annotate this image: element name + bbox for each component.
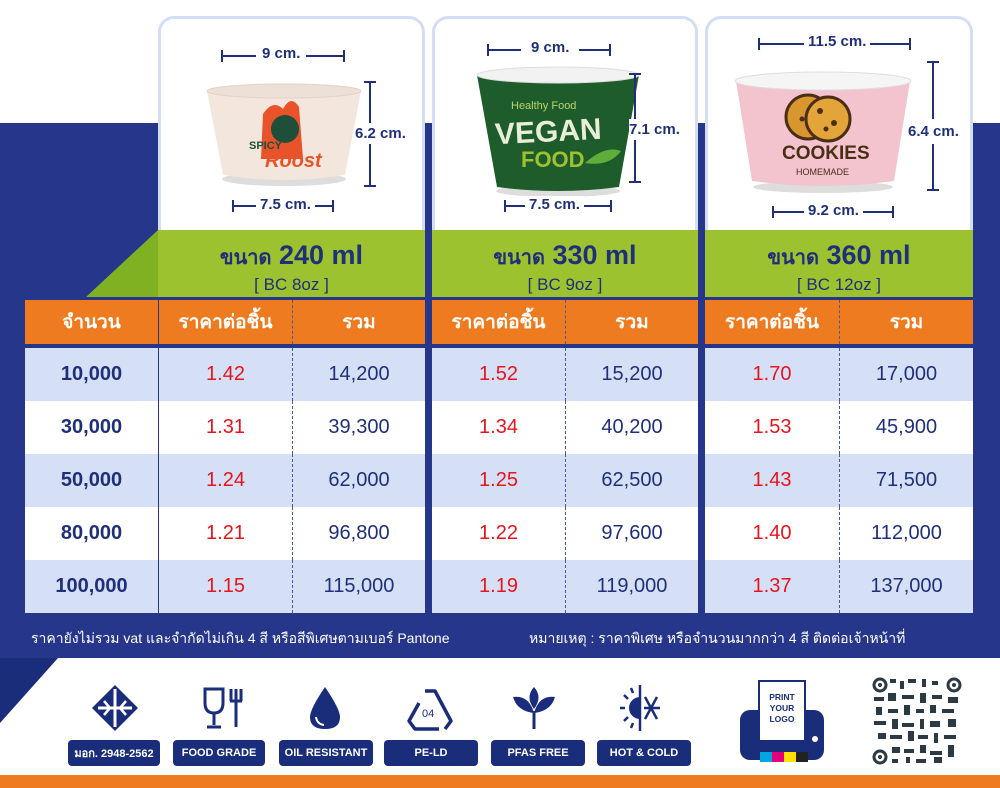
badge-food-grade: FOOD GRADE (173, 740, 265, 766)
table-row: 1.24 62,000 (159, 454, 425, 507)
price-table-360ml: 1.70 17,000 1.53 45,900 1.43 71,500 1.40 112… (705, 348, 973, 613)
table-row: 1.25 62,500 (432, 454, 698, 507)
svg-text:04: 04 (422, 708, 434, 720)
header-240ml: ราคาต่อชิ้น รวม (158, 300, 425, 344)
table-row: 1.37 137,000 (705, 560, 973, 613)
food-grade-icon (203, 687, 243, 729)
qty-header: จำนวน (25, 300, 158, 344)
product-card-360ml: 11.5 cm. COOKIES HOMEMADE 6.4 cm. 9.2 cm… (705, 16, 973, 231)
badge-oil-resistant: OIL RESISTANT (279, 740, 373, 766)
remark-note: หมายเหตุ : ราคาพิเศษ หรือจำนวนมากกว่า 4 … (529, 630, 906, 646)
size-band-240ml: ขนาด 240 ml [ BC 8oz ] (158, 230, 425, 297)
bottom-orange-bar (0, 775, 1000, 788)
table-row: 1.70 17,000 (705, 348, 973, 401)
badge-tis: มอก. 2948-2562 (68, 740, 160, 766)
product-card-330ml: 9 cm. Healthy Food VEGAN FOOD 7.1 cm. 7.… (432, 16, 698, 231)
tis-standard-icon (92, 685, 138, 731)
height-label: 7.1 cm. (629, 119, 680, 140)
size-band-330ml: ขนาด 330 ml [ BC 9oz ] (432, 230, 698, 297)
svg-text:HOMEMADE: HOMEMADE (796, 167, 849, 177)
top-width-label: 11.5 cm. (804, 33, 871, 50)
size-value: 330 ml (552, 240, 637, 270)
table-row: 30,000 (25, 401, 158, 454)
qr-code[interactable] (872, 677, 962, 765)
spicy-roost-cup-image: SPICY Roost (206, 83, 362, 186)
bottom-width-label: 7.5 cm. (256, 196, 315, 213)
size-prefix: ขนาด (493, 247, 545, 269)
recycle-04-icon: 04 (407, 689, 453, 731)
table-row: 1.31 39,300 (159, 401, 425, 454)
table-row: 1.19 119,000 (432, 560, 698, 613)
cookies-cup-image: COOKIES HOMEMADE (734, 71, 912, 193)
badge-pe-ld: PE-LD (384, 740, 478, 766)
svg-text:FOOD: FOOD (521, 147, 585, 172)
header-360ml: ราคาต่อชิ้น รวม (705, 300, 973, 344)
table-row: 1.21 96,800 (159, 507, 425, 560)
price-header: ราคาต่อชิ้น (158, 300, 292, 344)
size-code: [ BC 12oz ] (796, 275, 882, 294)
table-row: 1.40 112,000 (705, 507, 973, 560)
print-your-logo-graphic: PRINT YOUR LOGO (740, 680, 824, 768)
svg-text:SPICY: SPICY (249, 140, 283, 152)
oil-drop-icon (310, 687, 340, 729)
total-header: รวม (292, 300, 425, 344)
table-row: 1.22 97,600 (432, 507, 698, 560)
table-row: 50,000 (25, 454, 158, 507)
price-table-330ml: 1.52 15,200 1.34 40,200 1.25 62,500 1.22 97,… (432, 348, 698, 613)
size-value: 240 ml (279, 240, 364, 270)
price-table-240ml: 1.42 14,200 1.31 39,300 1.24 62,000 1.21 96,… (158, 348, 425, 613)
table-row: 1.53 45,900 (705, 401, 973, 454)
height-label: 6.2 cm. (355, 123, 406, 144)
top-width-label: 9 cm. (521, 39, 580, 56)
table-row: 100,000 (25, 560, 158, 613)
svg-text:Roost: Roost (265, 150, 323, 172)
price-header: ราคาต่อชิ้น (725, 312, 819, 333)
table-row: 10,000 (25, 348, 158, 401)
quantity-column: 10,000 30,000 50,000 80,000 100,000 (25, 348, 158, 613)
badge-pfas-free: PFAS FREE (491, 740, 585, 766)
table-row: 1.52 15,200 (432, 348, 698, 401)
bottom-width-label: 9.2 cm. (804, 202, 863, 219)
height-label: 6.4 cm. (908, 119, 959, 144)
leaf-icon (513, 687, 555, 729)
svg-text:VEGAN: VEGAN (494, 113, 602, 152)
size-value: 360 ml (826, 240, 911, 270)
vat-note: ราคายังไม่รวม vat และจำกัดไม่เกิน 4 สี ห… (31, 630, 450, 646)
bottom-width-label: 7.5 cm. (525, 196, 584, 213)
print-line-1: PRINT (769, 692, 795, 702)
size-band-360ml: ขนาด 360 ml [ BC 12oz ] (705, 230, 973, 297)
price-header: ราคาต่อชิ้น (451, 312, 546, 333)
header-330ml: ราคาต่อชิ้น รวม (432, 300, 698, 344)
size-code: [ BC 8oz ] (254, 275, 329, 294)
hot-cold-icon (620, 685, 660, 731)
top-width-label: 9 cm. (256, 45, 307, 62)
table-row: 80,000 (25, 507, 158, 560)
print-line-3: LOGO (769, 714, 795, 724)
svg-text:Healthy Food: Healthy Food (511, 100, 576, 112)
size-prefix: ขนาด (219, 247, 272, 269)
size-code: [ BC 9oz ] (527, 275, 603, 294)
vegan-food-cup-image: Healthy Food VEGAN FOOD (476, 66, 640, 197)
table-row: 1.34 40,200 (432, 401, 698, 454)
total-header: รวม (839, 300, 973, 344)
svg-text:COOKIES: COOKIES (782, 143, 870, 164)
print-line-2: YOUR (769, 703, 795, 713)
total-header: รวม (565, 300, 698, 344)
size-prefix: ขนาด (767, 247, 819, 269)
product-card-240ml: 9 cm. SPICY Roost 6.2 cm. 7.5 cm. (158, 16, 425, 231)
table-row: 1.15 115,000 (159, 560, 425, 613)
badge-hot-cold: HOT & COLD (597, 740, 691, 766)
table-row: 1.43 71,500 (705, 454, 973, 507)
table-row: 1.42 14,200 (159, 348, 425, 401)
